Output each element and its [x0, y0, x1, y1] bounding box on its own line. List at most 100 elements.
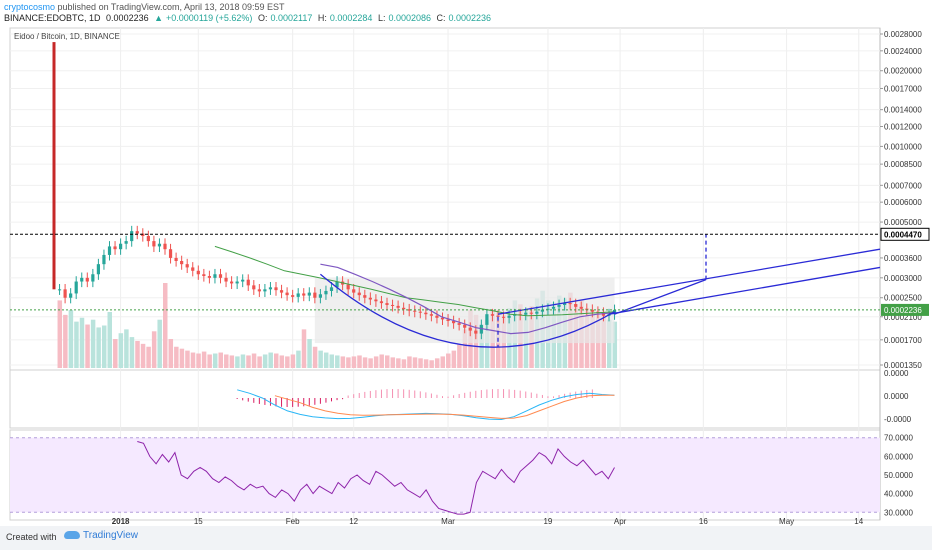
price-tick-label: 0.0008500 [884, 160, 922, 169]
x-tick-label: 15 [194, 517, 203, 526]
publish-info: cryptocosmo published on TradingView.com… [4, 2, 285, 12]
candle-body [318, 294, 322, 298]
candle-body [63, 289, 67, 298]
candle-body [102, 254, 106, 265]
high-value: 0.0002284 [329, 13, 373, 23]
candle-body [180, 261, 184, 265]
rsi-tick-label: 70.0000 [884, 434, 913, 443]
price-tick-label: 0.0006000 [884, 198, 922, 207]
volume-bar [429, 360, 434, 368]
price-tick-label: 0.0002500 [884, 294, 922, 303]
x-tick-label: 14 [854, 517, 863, 526]
volume-bar [179, 348, 185, 368]
symbol-label: BINANCE:EDOBTC, 1D [4, 13, 101, 23]
volume-bar [90, 319, 96, 368]
chart-title: Eidoo / Bitcoin, 1D, BINANCE [14, 32, 120, 41]
volume-bar [285, 356, 290, 368]
volume-bar [290, 354, 296, 368]
volume-bar [407, 356, 412, 368]
volume-bar [118, 333, 124, 368]
price-tick-label: 0.0001350 [884, 361, 922, 370]
candle-body [501, 316, 506, 318]
volume-bar [229, 355, 235, 368]
volume-bar [63, 314, 68, 368]
volume-bar [296, 350, 301, 368]
close-label: C: [436, 13, 446, 23]
created-with-label: Created with [6, 532, 57, 542]
volume-bar [268, 352, 273, 368]
candle-body [368, 297, 372, 300]
volume-bar [74, 321, 79, 368]
candle-body [463, 324, 467, 328]
candle-body [91, 274, 95, 282]
price-tick-label: 0.0002100 [884, 313, 922, 322]
price-tick-label: 0.0012000 [884, 122, 922, 131]
volume-bar [218, 352, 223, 368]
last-price: 0.0002236 [106, 13, 149, 23]
publish-text: published on TradingView.com, April 13, … [55, 2, 285, 12]
candle-body [374, 299, 378, 302]
price-tick-label: 0.0001700 [884, 336, 922, 345]
candle-body [168, 249, 173, 258]
candle-body [130, 231, 134, 242]
candle-body [379, 301, 384, 304]
volume-bar [340, 356, 346, 368]
candle-body [479, 324, 483, 334]
candle-body [407, 309, 411, 311]
volume-bar [412, 357, 418, 368]
candle-body [529, 312, 533, 314]
candle-body [485, 314, 489, 325]
volume-bar [357, 355, 362, 368]
volume-bar [135, 340, 140, 368]
candle-body [329, 287, 334, 291]
target-path-line [614, 279, 707, 315]
candle-body [490, 314, 495, 316]
candle-body [185, 264, 189, 268]
candle-body [146, 236, 150, 242]
volume-bar [385, 355, 390, 368]
x-tick-label: Feb [286, 517, 300, 526]
x-tick-label: 19 [543, 517, 552, 526]
volume-bar [346, 357, 351, 368]
ma-green-line [214, 245, 615, 317]
ma-purple-line [320, 263, 615, 335]
candle-body [363, 295, 367, 298]
x-tick-label: 12 [349, 517, 358, 526]
volume-bar [312, 346, 318, 368]
candle-body [313, 292, 317, 298]
price-tick-label: 0.0010000 [884, 142, 922, 151]
low-value: 0.0002086 [388, 13, 431, 23]
volume-bar [379, 354, 384, 368]
volume-bar [401, 359, 407, 368]
rsi-tick-label: 60.0000 [884, 452, 913, 461]
candle-body [324, 290, 328, 295]
price-tick-label: 0.0003600 [884, 254, 922, 263]
candle-body [235, 281, 239, 284]
volume-bar [279, 355, 285, 368]
volume-bar [607, 319, 612, 368]
macd-line [237, 389, 615, 421]
candle-body [468, 327, 472, 331]
volume-bar [79, 317, 85, 368]
candle-body [113, 246, 117, 250]
candle-body [80, 277, 84, 282]
macd-tick-label: -0.0000 [884, 415, 912, 424]
candle-body [207, 276, 211, 278]
cloud-icon [64, 531, 80, 540]
volume-bar [68, 310, 74, 368]
candle-body [357, 292, 361, 296]
price-tick-label: 0.0005000 [884, 218, 922, 227]
volume-bar [396, 358, 401, 368]
volume-bar [124, 329, 129, 368]
volume-bar [190, 352, 196, 368]
candle-body [279, 290, 284, 293]
chart-canvas[interactable]: 2018 15 Feb 12 Mar 19 Apr 16 May 14 0.0028000 0.002… [0, 0, 932, 526]
candle-body [457, 323, 461, 325]
candle-body [390, 304, 395, 306]
candle-body [446, 319, 450, 322]
tradingview-logo[interactable]: TradingView [64, 530, 138, 541]
candle-body [474, 330, 478, 334]
candle-body [551, 306, 556, 309]
author-link[interactable]: cryptocosmo [4, 2, 56, 12]
volume-bar [201, 351, 207, 368]
